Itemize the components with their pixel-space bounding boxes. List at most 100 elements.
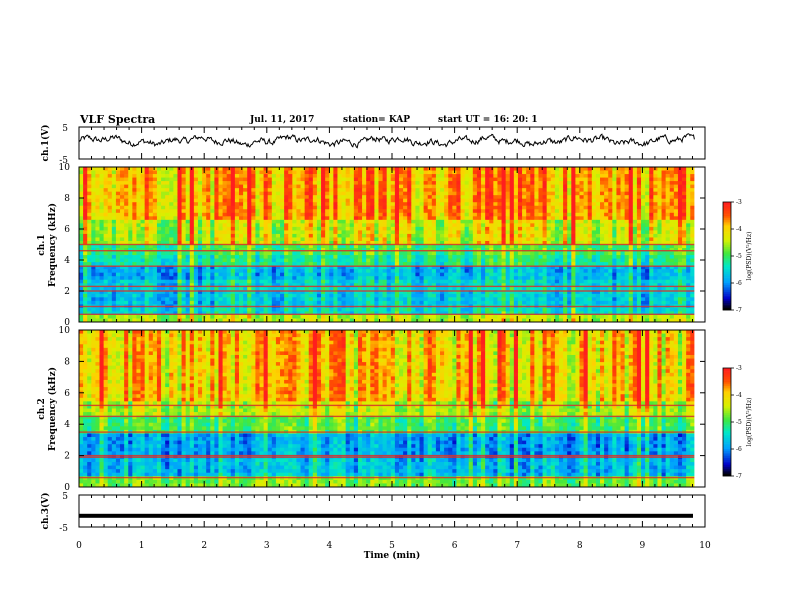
spectrogram-cell bbox=[411, 188, 416, 193]
spectrogram-cell bbox=[616, 240, 621, 245]
spectrogram-cell bbox=[362, 226, 367, 231]
spectrogram-cell bbox=[653, 198, 658, 203]
spectrogram-cell bbox=[641, 212, 646, 217]
spectrogram-cell bbox=[419, 174, 424, 178]
spectrogram-cell bbox=[456, 184, 461, 189]
spectrogram-cell bbox=[222, 244, 228, 249]
spectrogram-cell bbox=[460, 205, 466, 210]
spectrogram-cell bbox=[476, 170, 482, 175]
spectrogram-cell bbox=[152, 209, 158, 214]
spectrogram-cell bbox=[468, 216, 474, 221]
spectrogram-cell bbox=[530, 251, 535, 256]
spectrogram-cell bbox=[612, 181, 617, 186]
spectrogram-cell bbox=[189, 177, 195, 182]
spectrogram-cell bbox=[107, 255, 113, 259]
spectrogram-cell bbox=[169, 226, 174, 231]
spectrogram-cell bbox=[165, 283, 170, 288]
spectrogram-cell bbox=[394, 272, 400, 277]
spectrogram-cell bbox=[259, 244, 265, 249]
spectrogram-cell bbox=[99, 202, 105, 207]
spectrogram-cell bbox=[161, 202, 166, 207]
spectrogram-cell bbox=[649, 272, 654, 277]
spectrogram-cell bbox=[103, 195, 109, 200]
spectrogram-cell bbox=[567, 223, 572, 228]
spectrogram-cell bbox=[452, 216, 457, 221]
spectrogram-cell bbox=[193, 276, 199, 281]
spectrogram-cell bbox=[661, 212, 667, 217]
spectrogram-cell bbox=[452, 195, 457, 200]
spectrogram-cell bbox=[128, 283, 133, 288]
spectrogram-cell bbox=[325, 279, 330, 284]
spectrogram-cell bbox=[316, 262, 322, 267]
spectrogram-cell bbox=[595, 223, 601, 228]
spectrogram-cell bbox=[464, 258, 470, 263]
spectrogram-cell bbox=[485, 212, 490, 217]
spectrogram-cell bbox=[226, 258, 232, 263]
spectrogram-cell bbox=[366, 216, 371, 221]
spectrogram-cell bbox=[362, 191, 367, 196]
spectrogram-cell bbox=[468, 212, 474, 217]
spectrogram-cell bbox=[95, 202, 100, 207]
spectrogram-cell bbox=[587, 216, 593, 221]
spectrogram-cell bbox=[370, 191, 375, 196]
spectrogram-cell bbox=[382, 184, 388, 189]
spectrogram-cell bbox=[386, 248, 392, 252]
spectrogram-cell bbox=[657, 279, 662, 284]
spectrogram-cell bbox=[378, 181, 383, 186]
spectrogram-cell bbox=[444, 262, 449, 267]
spectrogram-cell bbox=[669, 184, 675, 189]
spectrogram-cell bbox=[226, 209, 232, 214]
spectrogram-cell bbox=[612, 262, 617, 267]
spectrogram-cell bbox=[497, 174, 502, 178]
spectrogram-cell bbox=[423, 240, 429, 245]
spectrogram-cell bbox=[604, 248, 609, 252]
spectrogram-cell bbox=[398, 251, 404, 256]
spectrogram-cell bbox=[583, 226, 589, 231]
spectrogram-cell bbox=[489, 188, 494, 193]
spectrogram-cell bbox=[505, 209, 511, 214]
spectrogram-cell bbox=[522, 248, 527, 252]
spectrogram-cell bbox=[341, 276, 347, 281]
spectrogram-cell bbox=[148, 251, 154, 256]
spectrogram-cell bbox=[79, 269, 84, 274]
spectrogram-cell bbox=[247, 188, 252, 193]
spectrogram-cell bbox=[189, 279, 195, 284]
spectrogram-cell bbox=[378, 177, 383, 182]
spectrogram-cell bbox=[312, 167, 318, 171]
spectrogram-cell bbox=[357, 195, 363, 200]
spectrogram-cell bbox=[571, 209, 576, 214]
spectrogram-cell bbox=[193, 272, 199, 277]
spectrogram-cell bbox=[79, 209, 84, 214]
spectrogram-cell bbox=[411, 248, 416, 252]
spectrogram-cell bbox=[111, 167, 117, 171]
spectrogram-cell bbox=[481, 265, 486, 270]
spectrogram-cell bbox=[690, 212, 695, 217]
spectrogram-cell bbox=[567, 244, 572, 249]
spectrogram-cell bbox=[440, 216, 445, 221]
spectrogram-cell bbox=[632, 226, 638, 231]
spectrogram-cell bbox=[238, 223, 244, 228]
spectrogram-cell bbox=[600, 258, 605, 263]
spectrogram-cell bbox=[87, 233, 92, 238]
spectrogram-cell bbox=[124, 233, 129, 238]
spectrogram-cell bbox=[275, 272, 281, 277]
spectrogram-cell bbox=[628, 202, 634, 207]
spectrogram-cell bbox=[267, 195, 273, 200]
spectrogram-cell bbox=[522, 167, 527, 171]
spectrogram-cell bbox=[452, 269, 457, 274]
spectrogram-cell bbox=[267, 240, 273, 245]
spectrogram-cell bbox=[210, 198, 215, 203]
spectrogram-cell bbox=[444, 233, 449, 238]
spectrogram-cell bbox=[571, 198, 576, 203]
spectrogram-cell bbox=[251, 244, 256, 249]
spectrogram-cell bbox=[140, 230, 146, 235]
spectrogram-cell bbox=[419, 191, 424, 196]
spectrogram-cell bbox=[612, 244, 617, 249]
spectrogram-cell bbox=[124, 174, 129, 178]
spectrogram-cell bbox=[558, 248, 564, 252]
spectrogram-cell bbox=[263, 230, 269, 235]
spectrogram-cell bbox=[259, 177, 265, 182]
spectrogram-cell bbox=[546, 223, 552, 228]
spectrogram-cell bbox=[612, 198, 617, 203]
spectrogram-cell bbox=[431, 223, 437, 228]
